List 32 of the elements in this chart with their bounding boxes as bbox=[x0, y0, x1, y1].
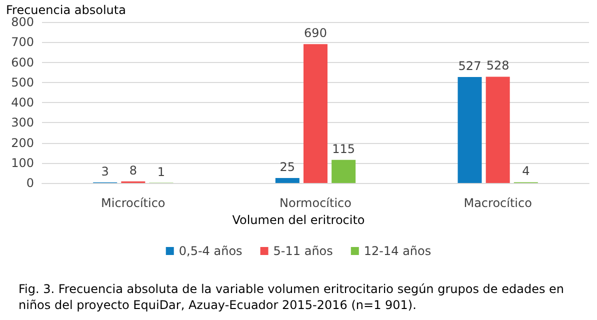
data-label: 528 bbox=[486, 58, 510, 73]
data-label: 4 bbox=[522, 164, 530, 178]
x-axis-title: Volumen del eritrocito bbox=[232, 213, 365, 227]
y-tick-label: 600 bbox=[11, 55, 34, 70]
bar bbox=[332, 160, 356, 183]
x-tick-label: Macrocítico bbox=[464, 196, 532, 210]
bar bbox=[275, 178, 300, 183]
y-tick-label: 500 bbox=[11, 75, 34, 90]
data-label: 8 bbox=[129, 163, 137, 178]
y-tick-label: 300 bbox=[11, 116, 34, 130]
y-tick-label: 400 bbox=[11, 96, 34, 110]
data-label: 3 bbox=[101, 164, 109, 178]
bar bbox=[486, 76, 510, 183]
bar bbox=[458, 76, 482, 183]
y-tick-label: 800 bbox=[11, 15, 34, 29]
data-label: 25 bbox=[280, 160, 296, 174]
data-label: 115 bbox=[332, 142, 356, 156]
bar bbox=[304, 44, 328, 183]
x-tick-label: Microcítico bbox=[101, 196, 166, 210]
y-tick-label: 200 bbox=[11, 136, 34, 150]
legend-label: 5-11 años bbox=[273, 244, 333, 258]
caption: Fig. 3. Frecuencia absoluta de la variable volumen eritrocitario según grupos de edades en niños del proyecto EquiDar, Azuay-Ecuador 2015-2016 (n=1 901). bbox=[18, 282, 568, 312]
y-tick-label: 700 bbox=[11, 35, 34, 50]
y-tick-label: 100 bbox=[11, 156, 34, 170]
x-tick-label: Normocítico bbox=[280, 196, 352, 210]
legend-label: 12-14 años bbox=[364, 244, 432, 258]
y-axis-title: Frecuencia absoluta bbox=[6, 3, 126, 17]
data-label: 527 bbox=[458, 58, 482, 73]
legend-label: 0,5-4 años bbox=[178, 244, 242, 258]
data-label: 690 bbox=[304, 26, 327, 40]
data-label: 1 bbox=[157, 164, 166, 179]
y-tick-label: 0 bbox=[26, 176, 34, 190]
